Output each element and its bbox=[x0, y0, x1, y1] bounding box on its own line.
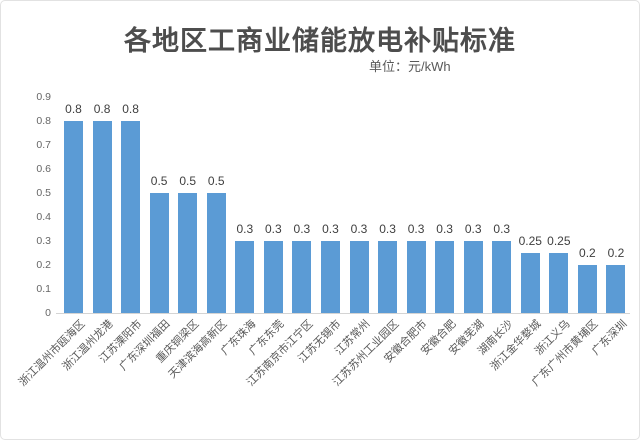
bar bbox=[378, 241, 398, 313]
bar bbox=[178, 193, 198, 313]
bar-value-label: 0.3 bbox=[464, 222, 482, 236]
bar-value-label: 0.25 bbox=[547, 234, 571, 248]
bar bbox=[292, 241, 312, 313]
bar bbox=[435, 241, 455, 313]
bar bbox=[320, 241, 340, 313]
bar-value-label: 0.8 bbox=[122, 102, 139, 116]
bar-value-label: 0.5 bbox=[207, 174, 225, 188]
y-tick-label: 0.4 bbox=[36, 210, 51, 223]
bar bbox=[492, 241, 512, 313]
bar bbox=[149, 193, 169, 313]
bar-value-label: 0.3 bbox=[436, 222, 453, 236]
bar-value-label: 0.3 bbox=[350, 222, 368, 236]
bar bbox=[463, 241, 483, 313]
bar-value-label: 0.5 bbox=[150, 174, 168, 188]
bar-value-label: 0.3 bbox=[293, 222, 311, 236]
bar bbox=[406, 241, 426, 313]
bar bbox=[235, 241, 255, 313]
bar bbox=[520, 253, 540, 313]
y-tick-label: 0.6 bbox=[36, 162, 51, 175]
bar-value-label: 0.3 bbox=[265, 222, 282, 236]
bar bbox=[206, 193, 226, 313]
y-tick-label: 0 bbox=[45, 306, 51, 319]
chart-title: 各地区工商业储能放电补贴标准 bbox=[124, 26, 516, 56]
y-tick-label: 0.3 bbox=[36, 234, 51, 247]
bar bbox=[549, 253, 569, 313]
bar-value-label: 0.3 bbox=[322, 222, 339, 236]
bar-value-label: 0.8 bbox=[93, 102, 111, 116]
bar-value-label: 0.2 bbox=[579, 246, 596, 260]
bar-value-label: 0.3 bbox=[236, 222, 254, 236]
bar bbox=[121, 121, 141, 313]
bar-value-label: 0.3 bbox=[379, 222, 396, 236]
bar-value-label: 0.2 bbox=[607, 246, 625, 260]
bar-value-label: 0.8 bbox=[65, 102, 82, 116]
bar bbox=[349, 241, 369, 313]
y-tick-label: 0.7 bbox=[36, 138, 51, 151]
bar bbox=[577, 265, 597, 313]
y-tick-label: 0.2 bbox=[36, 258, 51, 271]
y-tick-label: 0.9 bbox=[36, 90, 51, 103]
y-tick-label: 0.8 bbox=[36, 114, 51, 127]
bar bbox=[92, 121, 112, 313]
chart-unit-label: 单位：元/kWh bbox=[369, 59, 451, 74]
bar-value-label: 0.3 bbox=[493, 222, 511, 236]
bar-value-label: 0.3 bbox=[407, 222, 425, 236]
bar-value-label: 0.25 bbox=[518, 234, 542, 248]
y-tick-label: 0.1 bbox=[36, 282, 51, 295]
bar bbox=[263, 241, 283, 313]
bar-value-label: 0.5 bbox=[179, 174, 197, 188]
x-axis-line bbox=[56, 313, 630, 314]
bar bbox=[64, 121, 83, 313]
y-tick-label: 0.5 bbox=[36, 186, 51, 199]
bar bbox=[606, 265, 626, 313]
